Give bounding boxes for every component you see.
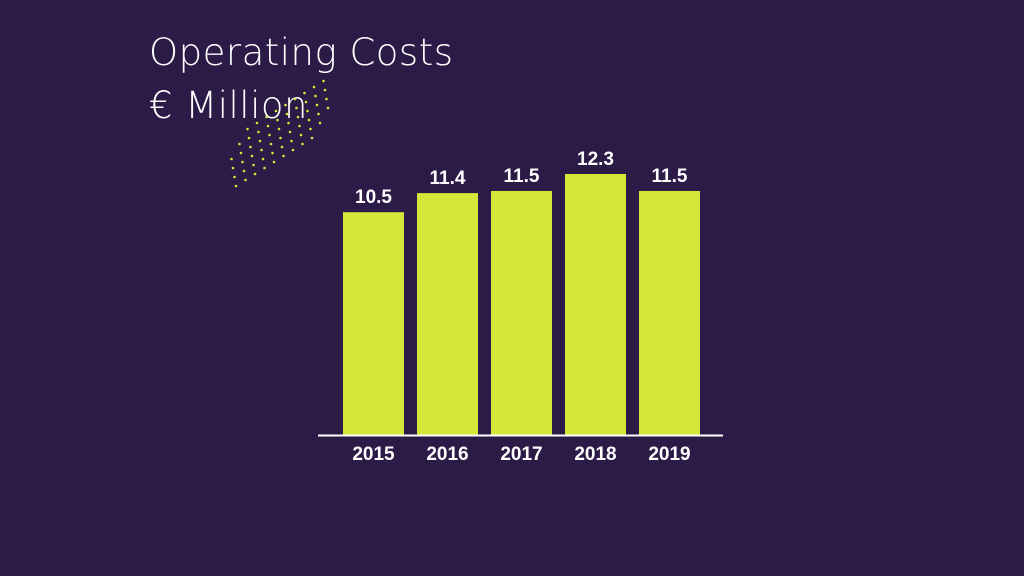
bar-2018 bbox=[565, 174, 626, 435]
decoration-dot bbox=[299, 133, 303, 137]
decoration-dot bbox=[303, 91, 306, 95]
x-tick-label-2016: 2016 bbox=[426, 444, 468, 465]
decoration-dot bbox=[318, 121, 322, 125]
x-tick-labels-group: 2015 2016 2017 2018 2019 bbox=[352, 444, 690, 465]
decoration-dot bbox=[285, 112, 289, 116]
decoration-dot bbox=[234, 184, 238, 188]
chart-title-block: Operating Costs € Million bbox=[149, 26, 454, 132]
value-label-2018: 12.3 bbox=[577, 149, 614, 170]
decoration-dot bbox=[301, 142, 304, 146]
decoration-dot bbox=[290, 139, 293, 143]
bar-2015 bbox=[343, 212, 404, 435]
decoration-dot bbox=[250, 154, 254, 158]
decoration-dot bbox=[261, 157, 265, 161]
decoration-dot bbox=[247, 136, 251, 140]
decoration-dot bbox=[309, 127, 312, 131]
decoration-dot bbox=[271, 151, 274, 155]
decoration-dot bbox=[238, 142, 241, 146]
decoration-dot bbox=[306, 109, 309, 113]
decoration-dot bbox=[231, 166, 235, 170]
bars-group bbox=[343, 174, 700, 435]
bar-2017 bbox=[491, 190, 552, 435]
x-tick-label-2018: 2018 bbox=[574, 444, 616, 465]
decoration-dot bbox=[288, 130, 292, 134]
chart-subtitle: € Million bbox=[149, 84, 308, 127]
decoration-dot bbox=[266, 124, 270, 128]
x-tick-label-2017: 2017 bbox=[500, 444, 542, 465]
x-tick-label-2015: 2015 bbox=[352, 444, 395, 465]
decoration-dot bbox=[268, 133, 271, 137]
decoration-dot bbox=[246, 127, 249, 131]
decoration-dot bbox=[298, 124, 301, 128]
decoration-dot bbox=[265, 115, 268, 119]
value-label-2017: 11.5 bbox=[504, 166, 540, 187]
value-labels-group: 10.5 11.4 11.5 12.3 11.5 bbox=[355, 149, 688, 208]
bar-2016 bbox=[417, 193, 478, 435]
value-label-2016: 11.4 bbox=[430, 168, 466, 189]
chart-title: Operating Costs bbox=[149, 31, 454, 74]
decoration-dot bbox=[304, 100, 308, 104]
decoration-dot bbox=[284, 103, 287, 107]
decoration-dot bbox=[322, 79, 325, 83]
decoration-dot bbox=[307, 118, 311, 122]
decoration-dot bbox=[326, 106, 330, 110]
decoration-dot bbox=[257, 130, 260, 134]
decoration-dot bbox=[241, 160, 244, 164]
bar-2019 bbox=[639, 190, 700, 435]
decoration-dot bbox=[230, 157, 233, 161]
value-label-2019: 11.5 bbox=[652, 166, 688, 187]
decoration-dot bbox=[269, 142, 273, 146]
decoration-dot bbox=[317, 112, 320, 116]
dot-pattern-icon bbox=[230, 79, 330, 188]
decoration-dot bbox=[296, 115, 300, 119]
decoration-dot bbox=[244, 178, 247, 182]
decoration-dot bbox=[276, 118, 279, 122]
decoration-dot bbox=[277, 127, 281, 131]
decoration-dot bbox=[315, 103, 319, 107]
decoration-dot bbox=[249, 145, 252, 149]
decoration-dot bbox=[314, 94, 317, 98]
decoration-dot bbox=[287, 121, 290, 125]
decoration-dot bbox=[280, 145, 284, 149]
decoration-dot bbox=[252, 163, 255, 167]
decoration-dot bbox=[323, 88, 327, 92]
decoration-dot bbox=[293, 97, 297, 101]
decoration-dot bbox=[312, 85, 316, 89]
decoration-dot bbox=[325, 97, 328, 101]
decoration-dot bbox=[255, 121, 259, 125]
decoration-dot bbox=[291, 148, 295, 152]
decoration-dot bbox=[260, 148, 263, 152]
x-tick-label-2019: 2019 bbox=[648, 444, 690, 465]
decoration-dot bbox=[310, 136, 314, 140]
decoration-dot bbox=[274, 109, 278, 113]
decoration-dot bbox=[282, 154, 285, 158]
value-label-2015: 10.5 bbox=[355, 187, 392, 208]
decoration-dot bbox=[253, 172, 257, 176]
decoration-dot bbox=[239, 151, 243, 155]
decoration-dot bbox=[258, 139, 262, 143]
decoration-dot bbox=[279, 136, 282, 140]
decoration-dot bbox=[295, 106, 298, 110]
decoration-dot bbox=[233, 175, 236, 179]
decoration-dot bbox=[263, 166, 266, 170]
decoration-dot bbox=[272, 160, 276, 164]
decoration-dot bbox=[242, 169, 246, 173]
